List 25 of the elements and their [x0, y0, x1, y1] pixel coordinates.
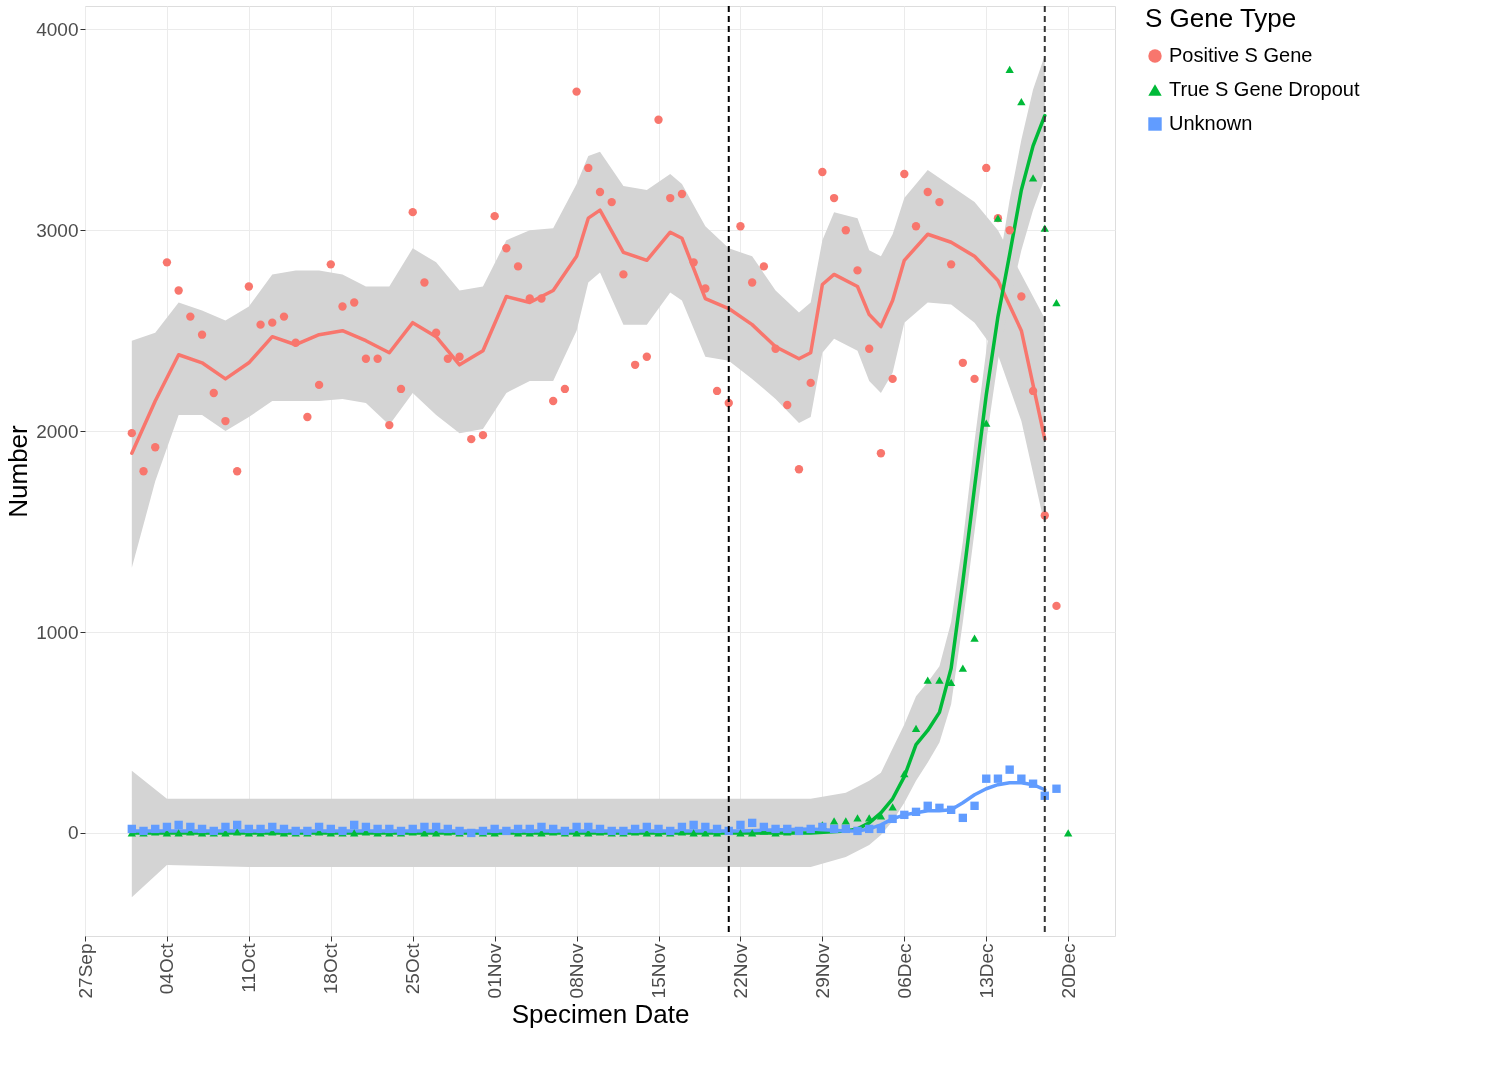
- x-tick-label: 04Oct: [156, 942, 178, 995]
- legend-title: S Gene Type: [1145, 3, 1297, 33]
- x-tick-label: 27Sep: [74, 943, 96, 999]
- x-tick-label: 15Nov: [648, 943, 670, 999]
- y-tick-label: 2000: [36, 420, 79, 442]
- x-tick-label: 06Dec: [893, 943, 915, 999]
- y-axis-title: Number: [3, 424, 34, 518]
- legend-label: Positive S Gene: [1169, 44, 1313, 66]
- x-tick-label: 08Nov: [566, 943, 588, 999]
- x-tick-label: 01Nov: [484, 943, 506, 999]
- x-tick-label: 18Oct: [320, 942, 342, 995]
- x-tick-label: 11Oct: [238, 942, 260, 993]
- x-tick-label: 29Nov: [811, 943, 833, 999]
- line-series: [130, 208, 1047, 455]
- x-axis-title: Specimen Date: [511, 999, 690, 1030]
- y-tick-label: 0: [67, 822, 79, 844]
- x-tick-label: 22Nov: [729, 943, 751, 999]
- x-tick-label: 13Dec: [975, 943, 997, 999]
- y-tick-label: 4000: [36, 18, 79, 40]
- y-tick-label: 1000: [36, 621, 79, 643]
- legend-label: Unknown: [1169, 112, 1253, 134]
- x-tick-label: 20Dec: [1057, 943, 1079, 999]
- y-tick-label: 3000: [36, 219, 79, 241]
- legend-label: True S Gene Dropout: [1169, 78, 1360, 100]
- x-tick-label: 25Oct: [402, 942, 424, 995]
